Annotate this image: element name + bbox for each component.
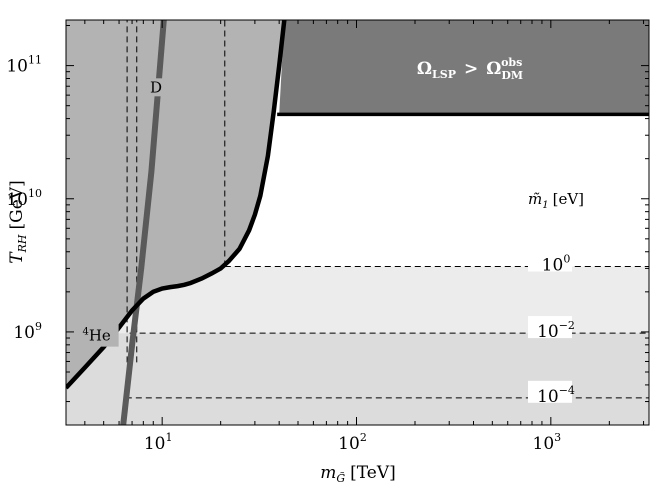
x-tick-label-2: 103	[533, 431, 562, 454]
axis-ticks: 101 102 103 109 1010 1011	[6, 20, 649, 454]
he4-label-bg	[80, 324, 119, 347]
y-tick-label-1: 1010	[6, 187, 42, 210]
curve-annotations: 100 10−2 10−4 D 4He	[80, 78, 575, 407]
y-axis-label: TRH[GeV]	[7, 180, 29, 263]
m1-legend: m̃1 [eV]	[528, 190, 584, 211]
series-d-line	[120, 20, 167, 425]
plot-frame	[65, 19, 650, 426]
overabundance-label-main-sub: LSP	[432, 68, 456, 81]
m1-legend-symbol: m̃	[528, 190, 542, 208]
he4-label: 4He	[82, 327, 110, 345]
overabundance-label-main: Ω	[417, 59, 432, 79]
m1-band-low	[66, 333, 649, 425]
m1-band-mid	[66, 266, 649, 334]
m1-label-bg	[528, 316, 572, 339]
overabundance-label-rhs-sub: DM	[501, 69, 523, 82]
m1-legend-sub: 1	[542, 200, 548, 211]
x-tick-label-1: 102	[338, 431, 367, 454]
m1-label-bg	[528, 380, 572, 403]
series-he4-line	[66, 20, 287, 390]
y-tick-label-0: 109	[13, 320, 42, 343]
m1-value-label-2: 10−4	[537, 384, 575, 407]
y-tick-label-2: 1011	[6, 54, 42, 77]
m1-label-bg	[528, 249, 572, 272]
m1-value-label-1: 10−2	[537, 319, 575, 342]
overabundance-label-rhs-sup: obs	[501, 56, 522, 69]
overabundance-label-rhs: Ω	[486, 59, 501, 79]
overabundance-label-op: >	[464, 59, 478, 79]
m1-value-label-0: 100	[542, 252, 571, 275]
m1-legend-unit: [eV]	[553, 190, 584, 208]
x-tick-label-0: 101	[144, 431, 173, 454]
overabundance-label: ΩLSP > ΩDMobs	[417, 56, 523, 82]
d-label: D	[150, 78, 162, 96]
x-axis-label: mG̃ [TeV]	[320, 463, 396, 485]
d-label-bg	[148, 78, 165, 97]
overabundance-region	[279, 20, 649, 115]
